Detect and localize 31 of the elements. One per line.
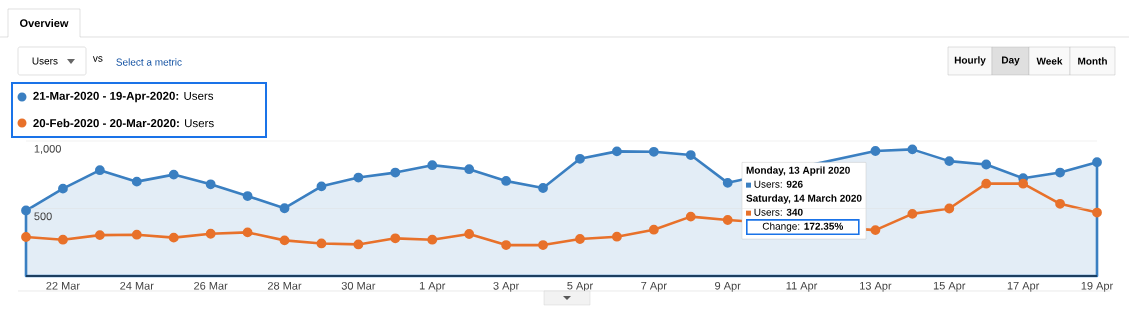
x-tick-label: 5 Apr xyxy=(567,281,593,292)
annotation: Saturday, 14 March 2020 xyxy=(746,194,862,204)
x-tick-label: 30 Mar xyxy=(341,281,376,290)
legend-label: 20-Feb-2020 - 20-Mar-2020: Users xyxy=(33,118,214,128)
x-tick-label: 26 Mar xyxy=(194,281,228,290)
text: Hourly xyxy=(954,56,986,66)
x-tick-label: 9 Apr xyxy=(715,281,741,292)
text: Select a metric xyxy=(116,58,182,66)
text: vs xyxy=(92,56,103,62)
text: Month xyxy=(1078,57,1107,65)
x-tick-label: 7 Apr xyxy=(641,281,667,292)
text: Week xyxy=(1036,57,1063,65)
y-tick-label: 1,000 xyxy=(34,144,61,154)
text: Users xyxy=(32,57,58,65)
x-tick-label: 28 Mar xyxy=(267,281,302,290)
x-tick-label: 24 Mar xyxy=(120,281,154,290)
annotation: Monday, 13 April 2020 xyxy=(746,166,850,176)
x-tick-label: 3 Apr xyxy=(493,281,520,292)
annotation: Users: 926 xyxy=(754,180,803,188)
text: Day xyxy=(1002,56,1020,66)
x-tick-label: 11 Apr xyxy=(786,281,818,292)
annotation: Change: 172.35% xyxy=(762,222,844,232)
x-tick-label: 15 Apr xyxy=(933,281,966,292)
x-tick-label: 1 Apr xyxy=(419,281,446,292)
x-tick-label: 13 Apr xyxy=(860,281,892,292)
annotation: Users: 340 xyxy=(754,208,803,216)
y-tick-label: 500 xyxy=(34,212,52,221)
x-tick-label: 17 Apr xyxy=(1007,281,1040,292)
x-tick-label: 22 Mar xyxy=(46,281,80,290)
x-tick-label: 19 Apr xyxy=(1081,281,1114,292)
legend-label: 21-Mar-2020 - 19-Apr-2020: Users xyxy=(33,91,214,103)
